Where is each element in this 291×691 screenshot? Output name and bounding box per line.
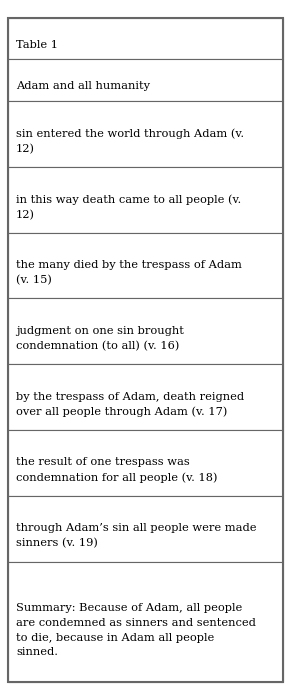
Text: through Adam’s sin all people were made
sinners (v. 19): through Adam’s sin all people were made … bbox=[16, 523, 256, 549]
Text: sin entered the world through Adam (v.
12): sin entered the world through Adam (v. 1… bbox=[16, 129, 244, 154]
Bar bbox=[8, 495, 283, 562]
Bar bbox=[8, 59, 283, 101]
Bar bbox=[8, 233, 283, 299]
Bar bbox=[8, 562, 283, 682]
Bar bbox=[8, 167, 283, 233]
Bar bbox=[8, 299, 283, 364]
Bar bbox=[8, 101, 283, 167]
Text: judgment on one sin brought
condemnation (to all) (v. 16): judgment on one sin brought condemnation… bbox=[16, 326, 184, 351]
Text: the result of one trespass was
condemnation for all people (v. 18): the result of one trespass was condemnat… bbox=[16, 457, 217, 483]
Text: by the trespass of Adam, death reigned
over all people through Adam (v. 17): by the trespass of Adam, death reigned o… bbox=[16, 392, 244, 417]
Text: the many died by the trespass of Adam
(v. 15): the many died by the trespass of Adam (v… bbox=[16, 260, 242, 285]
Bar bbox=[8, 430, 283, 495]
Text: Adam and all humanity: Adam and all humanity bbox=[16, 82, 150, 91]
Text: Table 1: Table 1 bbox=[16, 40, 58, 50]
Text: in this way death came to all people (v.
12): in this way death came to all people (v.… bbox=[16, 194, 241, 220]
Text: Summary: Because of Adam, all people
are condemned as sinners and sentenced
to d: Summary: Because of Adam, all people are… bbox=[16, 603, 256, 657]
Bar bbox=[8, 364, 283, 430]
Bar bbox=[8, 17, 283, 59]
